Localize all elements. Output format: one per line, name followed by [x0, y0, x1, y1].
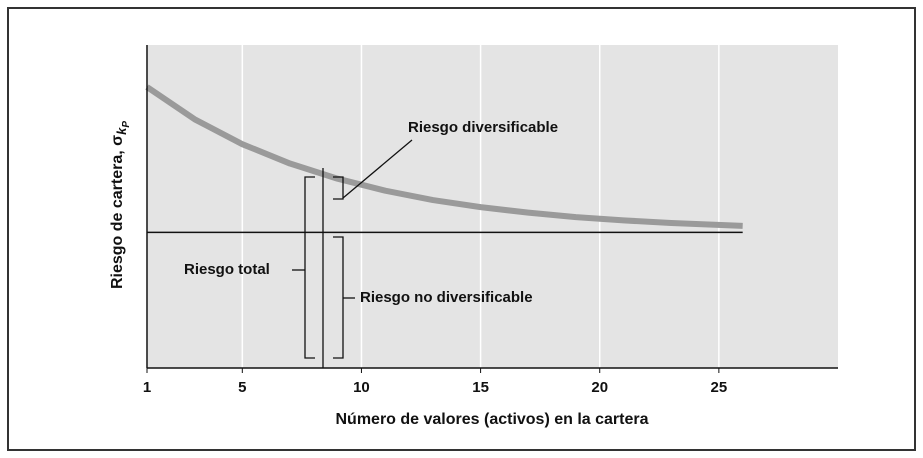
frame: [7, 7, 916, 451]
diversifiable-bracket: [333, 176, 344, 200]
leader: [342, 139, 413, 199]
brackets: [292, 139, 413, 368]
annotation: Riesgo total: [184, 261, 270, 278]
x-tick-label: 25: [711, 379, 728, 396]
x-tick-label: 20: [591, 379, 608, 396]
x-axis-title: Número de valores (activos) en la carter…: [335, 411, 648, 428]
y-axis-title-sub: k: [114, 127, 129, 135]
x-tick-label: 10: [353, 379, 370, 396]
series-line: [145, 84, 743, 229]
y-axis-title-subsub: P: [121, 121, 132, 128]
annotation: Riesgo diversificable: [408, 119, 558, 136]
x-tick-label: 5: [238, 379, 246, 396]
total-bracket: [304, 176, 315, 359]
x-tick-label: 15: [472, 379, 489, 396]
y-axis-title: Riesgo de cartera, σkP: [109, 121, 131, 289]
lines: [145, 84, 743, 234]
annotation: Riesgo no diversificable: [360, 289, 533, 306]
y-axis-title-text: Riesgo de cartera, σ: [109, 135, 126, 289]
x-tick-label: 1: [143, 379, 151, 396]
